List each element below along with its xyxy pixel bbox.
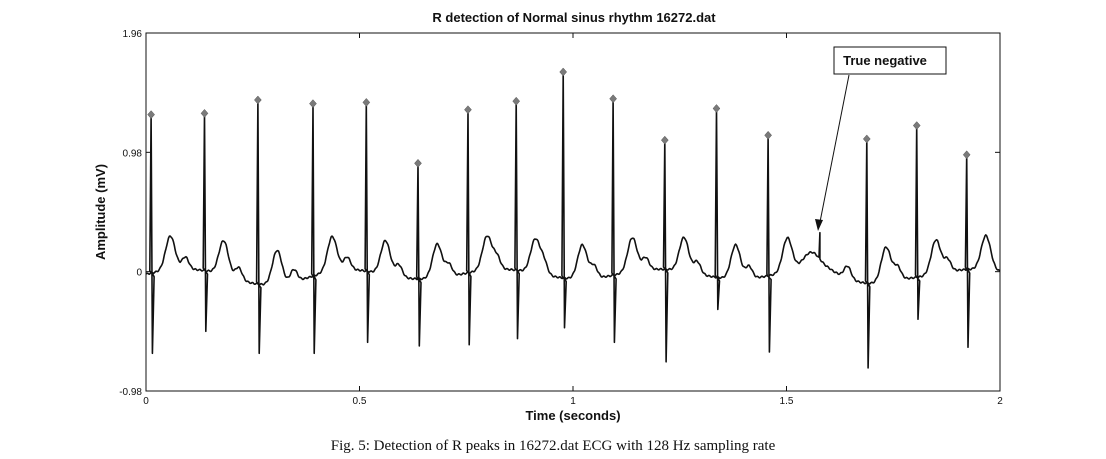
y-tick-label: 1.96: [123, 29, 143, 40]
y-tick-label: 0: [136, 268, 142, 279]
arrow-head: [815, 219, 823, 231]
r-peak-marker: [912, 121, 921, 130]
r-peak-marker: [464, 105, 472, 115]
r-peak-marker: [414, 158, 422, 168]
r-peak-marker: [660, 135, 669, 145]
r-peak-marker: [512, 96, 521, 106]
chart-title: R detection of Normal sinus rhythm 16272…: [432, 10, 716, 25]
r-peak-marker: [609, 94, 617, 104]
r-peak-marker: [559, 67, 568, 77]
r-peak-marker: [147, 110, 155, 119]
r-peak-marker: [309, 99, 317, 109]
y-tick-label: -0.98: [119, 387, 142, 398]
ecg-trace-line: [145, 71, 1001, 369]
figure-caption: Fig. 5: Detection of R peaks in 16272.da…: [330, 438, 776, 454]
annotation-label: True negative: [843, 53, 927, 68]
r-peak-marker: [200, 108, 209, 118]
r-peak-marker: [254, 95, 262, 105]
r-peak-marker: [362, 98, 371, 107]
x-tick-label: 1: [570, 396, 576, 407]
true-negative-annotation: True negative: [815, 46, 947, 231]
y-axis-title: Amplitude (mV): [93, 164, 108, 260]
x-axis-title: Time (seconds): [525, 408, 620, 423]
x-tick-label: 0: [143, 396, 149, 407]
r-peak-marker: [962, 150, 971, 160]
r-peak-marker: [862, 134, 871, 144]
x-tick-label: 0.5: [353, 396, 367, 407]
annotation-box: [833, 46, 947, 75]
y-tick-label: 0.98: [123, 148, 143, 159]
r-peak-marker: [712, 104, 721, 113]
x-axis: 0 0.5 1 1.5 2: [143, 33, 1003, 407]
r-peak-marker: [764, 130, 772, 140]
x-tick-label: 2: [997, 396, 1003, 407]
annotation-arrow: [818, 74, 850, 228]
r-peak-markers: [147, 67, 971, 168]
plot-frame: [145, 32, 1001, 392]
x-tick-label: 1.5: [780, 396, 794, 407]
